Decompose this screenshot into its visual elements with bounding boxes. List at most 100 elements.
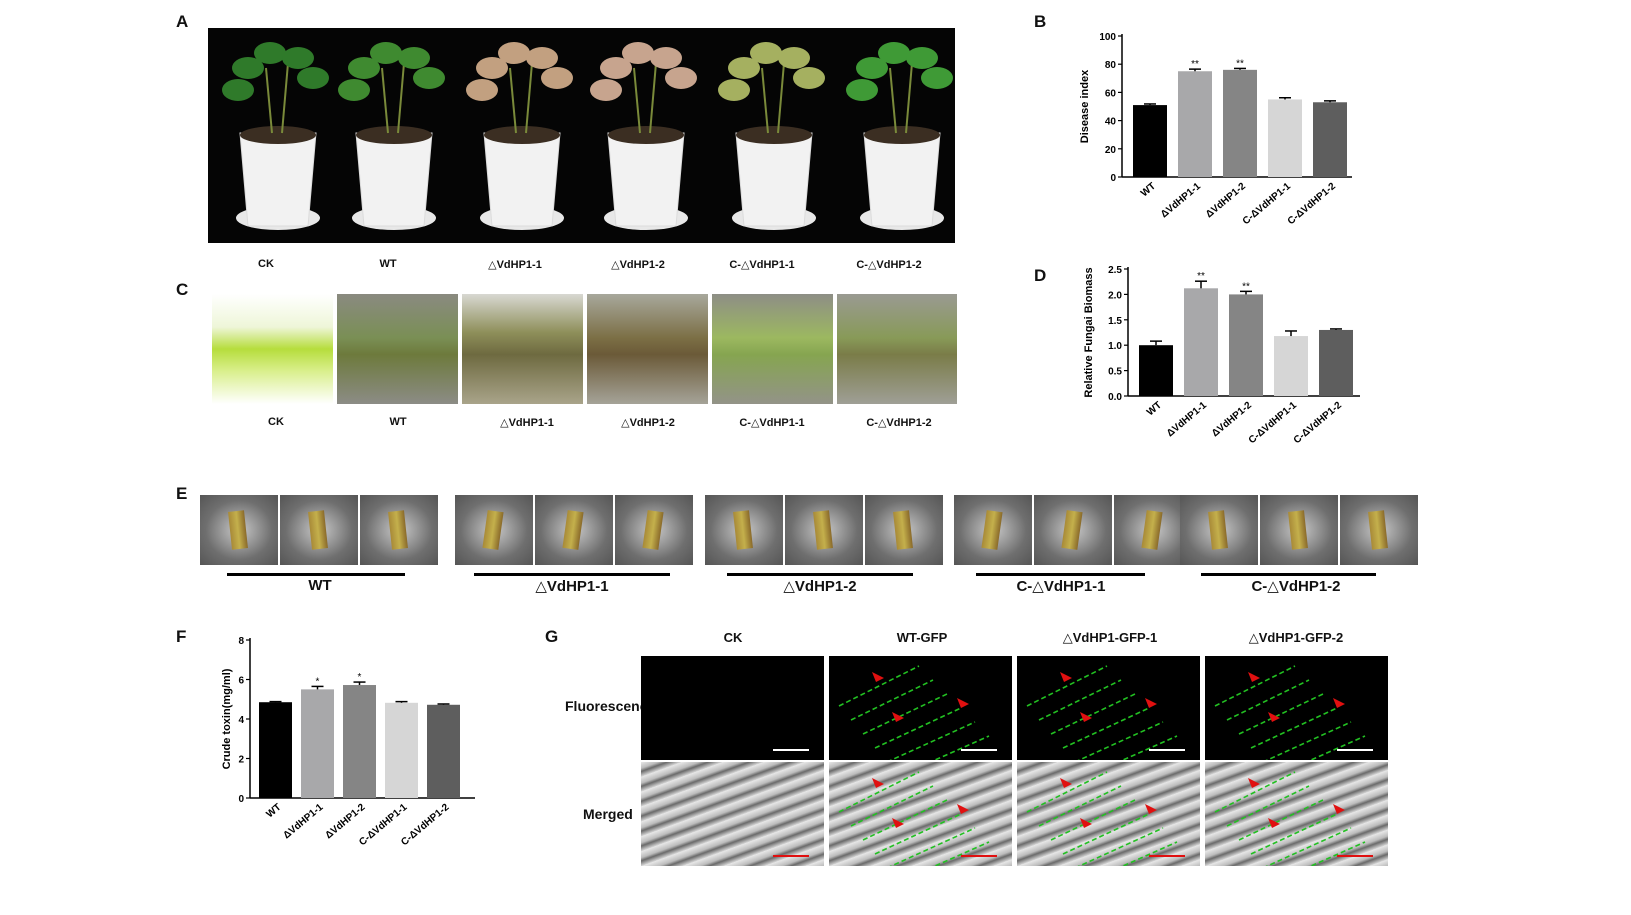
image-overlay — [1026, 771, 1185, 883]
y-tick-label: 40 — [1105, 117, 1117, 128]
leaf — [856, 57, 888, 79]
y-tick-label: 8 — [238, 636, 244, 647]
arrowhead — [957, 698, 969, 708]
gfp-hypha — [898, 841, 990, 883]
leaf — [878, 42, 910, 64]
panel-letter-b: B — [1034, 12, 1047, 31]
y-axis-label: Crude toxin(mg/ml) — [221, 668, 233, 769]
stem — [905, 62, 913, 134]
leaf — [476, 57, 508, 79]
soil — [356, 126, 432, 144]
arrowhead — [1080, 712, 1092, 722]
stem-section-wt — [337, 294, 458, 404]
panel-letter-c: C — [176, 280, 189, 299]
significance-mark: ** — [1236, 58, 1244, 69]
potted-plant — [466, 42, 573, 230]
bar — [385, 702, 418, 798]
fluorescence-image — [829, 656, 1012, 777]
bar — [1229, 294, 1263, 396]
arrowhead — [1060, 778, 1072, 788]
leaf — [750, 42, 782, 64]
leaf — [906, 47, 938, 69]
arrowhead — [1248, 778, 1260, 788]
gfp-hypha — [1026, 665, 1108, 707]
y-tick-label: 1.0 — [1108, 341, 1122, 352]
y-tick-label: 2.0 — [1108, 290, 1122, 301]
panel-e-label-dvd2: △VdHP1-2 — [783, 578, 857, 595]
group-underline-cdvd1 — [976, 573, 1145, 576]
gfp-hypha — [886, 827, 976, 869]
leaf — [254, 42, 286, 64]
image-overlay — [1026, 665, 1185, 777]
gfp-hypha — [1250, 707, 1338, 749]
arrowhead — [872, 672, 884, 682]
gfp-hypha — [1086, 841, 1178, 883]
gfp-hypha — [898, 735, 990, 777]
arrowhead — [1333, 698, 1345, 708]
panel-a-label-dvd2: △VdHP1-2 — [611, 259, 665, 271]
leaf — [728, 57, 760, 79]
stem — [889, 67, 897, 134]
gfp-hypha — [1226, 785, 1310, 827]
gfp-hypha — [1038, 679, 1122, 721]
panel-a-label-cdvd2: C-△VdHP1-2 — [856, 259, 922, 271]
y-tick-label: 60 — [1105, 88, 1117, 99]
panel-c-label-cdvd2: C-△VdHP1-2 — [866, 417, 932, 429]
significance-mark: * — [316, 676, 320, 687]
stem-section-cdvd1 — [712, 294, 833, 404]
group-underline-wt — [227, 573, 405, 576]
bar — [343, 685, 376, 798]
gfp-hypha — [886, 721, 976, 763]
stem-segment-image — [360, 495, 438, 565]
gfp-hypha — [1074, 827, 1164, 869]
gfp-hypha — [1238, 799, 1324, 841]
panel-e-label-wt: WT — [308, 577, 332, 594]
leaf — [846, 79, 878, 101]
leaf — [232, 57, 264, 79]
gfp-hypha — [1274, 735, 1366, 777]
panel-letter-e: E — [176, 484, 188, 503]
panel-g-col-dvd-gfp1: △VdHP1-GFP-1 — [1062, 630, 1158, 645]
stem-section-cdvd2 — [837, 294, 957, 404]
bar — [1313, 102, 1347, 177]
stem — [281, 62, 289, 134]
panel-c-label-cdvd1: C-△VdHP1-1 — [739, 417, 805, 429]
gfp-hypha — [862, 693, 948, 735]
gfp-hypha — [838, 771, 920, 813]
panel-g-col-dvd-gfp2: △VdHP1-GFP-2 — [1248, 630, 1344, 645]
bar — [1139, 345, 1173, 396]
stem — [265, 67, 273, 134]
bar — [1268, 99, 1302, 177]
leaf — [398, 47, 430, 69]
gfp-hypha — [1250, 813, 1338, 855]
arrowhead — [1060, 672, 1072, 682]
y-tick-label: 6 — [238, 676, 244, 687]
stem — [633, 67, 641, 134]
leaf — [498, 42, 530, 64]
gfp-hypha — [1050, 799, 1136, 841]
y-tick-label: 80 — [1105, 60, 1117, 71]
arrowhead — [1080, 818, 1092, 828]
y-tick-label: 20 — [1105, 145, 1117, 156]
panel-letter-a: A — [176, 12, 189, 31]
y-tick-label: 2 — [238, 755, 244, 766]
gfp-hypha — [1214, 771, 1296, 813]
panel-a-label-wt: WT — [379, 258, 397, 270]
gfp-hypha — [850, 679, 934, 721]
stem-section-ck — [212, 294, 333, 404]
stem-segment-image — [280, 495, 358, 565]
panel-c-label-wt: WT — [389, 416, 407, 428]
panel-g-col-ck: CK — [723, 630, 743, 645]
image-overlay — [1214, 665, 1373, 777]
gfp-hypha — [1026, 771, 1108, 813]
leaf — [466, 79, 498, 101]
merged-image — [829, 762, 1012, 883]
gfp-hypha — [1038, 785, 1122, 827]
leaf — [718, 79, 750, 101]
panel-c-label-ck: CK — [268, 416, 284, 428]
arrowhead — [957, 804, 969, 814]
panel-e-label-cdvd1: C-△VdHP1-1 — [1016, 578, 1106, 595]
gfp-hypha — [1238, 693, 1324, 735]
soil — [736, 126, 812, 144]
leaf — [338, 79, 370, 101]
